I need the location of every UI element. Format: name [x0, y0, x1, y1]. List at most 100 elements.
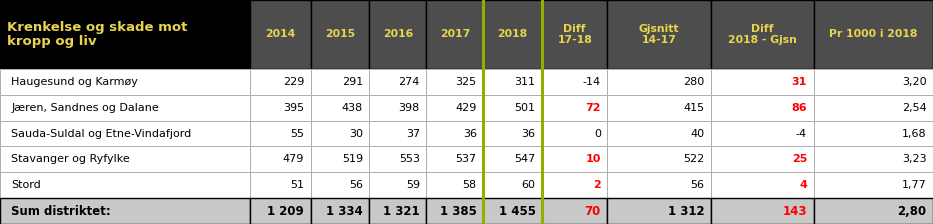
Bar	[0, 69, 250, 95]
Bar	[483, 198, 542, 224]
Bar	[311, 69, 369, 95]
Text: 553: 553	[398, 154, 420, 164]
Bar	[0, 0, 250, 69]
Bar	[311, 0, 369, 69]
Bar	[0, 95, 250, 121]
Text: 522: 522	[683, 154, 704, 164]
Bar	[542, 146, 607, 172]
Bar	[311, 69, 369, 95]
Text: 438: 438	[341, 103, 363, 113]
Bar	[542, 95, 607, 121]
Text: Sauda-Suldal og Etne-Vindafjord: Sauda-Suldal og Etne-Vindafjord	[11, 129, 191, 138]
Bar	[814, 198, 933, 224]
Text: 547: 547	[514, 154, 536, 164]
Text: 31: 31	[792, 77, 807, 87]
Bar	[607, 121, 711, 146]
Text: 229: 229	[283, 77, 304, 87]
Bar	[814, 69, 933, 95]
Text: 1 455: 1 455	[498, 205, 536, 218]
Bar	[250, 69, 311, 95]
Bar	[250, 0, 311, 69]
Bar	[711, 121, 814, 146]
Text: 479: 479	[283, 154, 304, 164]
Text: Gjsnitt
14-17: Gjsnitt 14-17	[639, 24, 679, 45]
Bar	[311, 198, 369, 224]
Text: Pr 1000 i 2018: Pr 1000 i 2018	[829, 29, 917, 39]
Text: 2018: 2018	[497, 29, 528, 39]
Text: Stord: Stord	[11, 180, 41, 190]
Text: 519: 519	[341, 154, 363, 164]
Bar	[607, 69, 711, 95]
Text: 36: 36	[463, 129, 477, 138]
Text: 25: 25	[792, 154, 807, 164]
Bar	[483, 146, 542, 172]
Text: Stavanger og Ryfylke: Stavanger og Ryfylke	[11, 154, 130, 164]
Text: 501: 501	[514, 103, 536, 113]
Bar	[542, 95, 607, 121]
Text: 1 334: 1 334	[327, 205, 363, 218]
Bar	[250, 0, 311, 69]
Bar	[311, 95, 369, 121]
Text: 1 312: 1 312	[668, 205, 704, 218]
Bar	[311, 121, 369, 146]
Bar	[711, 0, 814, 69]
Bar	[0, 198, 250, 224]
Text: 2: 2	[593, 180, 601, 190]
Text: Diff
17-18: Diff 17-18	[557, 24, 592, 45]
Text: 1 321: 1 321	[383, 205, 420, 218]
Bar	[0, 172, 250, 198]
Text: 4: 4	[800, 180, 807, 190]
Text: 72: 72	[585, 103, 601, 113]
Text: 291: 291	[341, 77, 363, 87]
Bar	[369, 146, 426, 172]
Text: Krenkelse og skade mot
kropp og liv: Krenkelse og skade mot kropp og liv	[7, 21, 188, 48]
Text: 395: 395	[283, 103, 304, 113]
Bar	[483, 95, 542, 121]
Bar	[607, 198, 711, 224]
Text: 3,20: 3,20	[902, 77, 926, 87]
Bar	[711, 198, 814, 224]
Bar	[250, 146, 311, 172]
Text: 60: 60	[522, 180, 536, 190]
Bar	[426, 69, 483, 95]
Bar	[250, 146, 311, 172]
Bar	[607, 146, 711, 172]
Text: 51: 51	[290, 180, 304, 190]
Bar	[311, 172, 369, 198]
Bar	[814, 146, 933, 172]
Bar	[311, 146, 369, 172]
Bar	[483, 198, 542, 224]
Bar	[369, 121, 426, 146]
Text: 2014: 2014	[265, 29, 296, 39]
Bar	[814, 0, 933, 69]
Text: 143: 143	[783, 205, 807, 218]
Bar	[426, 0, 483, 69]
Text: 1,77: 1,77	[901, 180, 926, 190]
Bar	[0, 146, 250, 172]
Bar	[250, 198, 311, 224]
Bar	[250, 95, 311, 121]
Bar	[607, 172, 711, 198]
Bar	[369, 146, 426, 172]
Bar	[542, 0, 607, 69]
Text: 1 209: 1 209	[268, 205, 304, 218]
Bar	[814, 172, 933, 198]
Bar	[311, 121, 369, 146]
Bar	[711, 69, 814, 95]
Text: 1,68: 1,68	[902, 129, 926, 138]
Bar	[711, 172, 814, 198]
Bar	[0, 0, 250, 69]
Bar	[483, 0, 542, 69]
Text: 0: 0	[593, 129, 601, 138]
Bar	[250, 121, 311, 146]
Bar	[369, 172, 426, 198]
Text: 59: 59	[406, 180, 420, 190]
Bar	[542, 198, 607, 224]
Bar	[311, 95, 369, 121]
Bar	[483, 0, 542, 69]
Text: -14: -14	[583, 77, 601, 87]
Bar	[369, 69, 426, 95]
Bar	[711, 172, 814, 198]
Bar	[542, 121, 607, 146]
Bar	[483, 69, 542, 95]
